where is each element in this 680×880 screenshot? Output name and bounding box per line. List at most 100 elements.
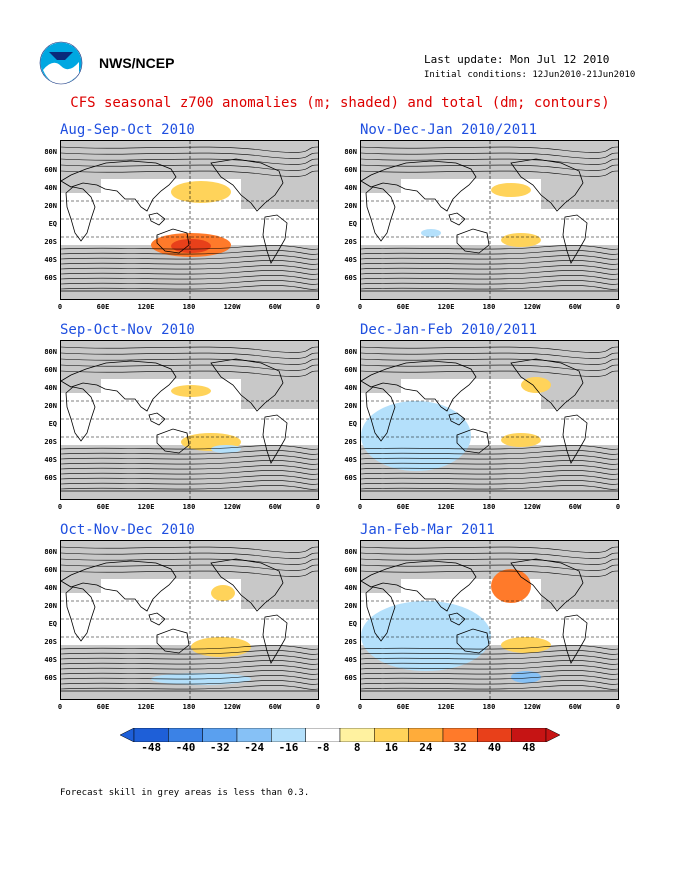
lat-tick-label: EQ [348, 420, 357, 428]
lat-tick-label: 40S [344, 456, 357, 464]
coastline [365, 386, 396, 442]
colorbar-label: 32 [453, 741, 467, 754]
lat-tick-label: 80N [344, 148, 357, 156]
coastline [510, 158, 584, 212]
lat-tick-label: 40N [44, 384, 57, 392]
colorbar-label: -16 [278, 741, 299, 754]
panel-title-4: Dec-Jan-Feb 2010/2011 [360, 322, 538, 338]
height-contour [361, 270, 618, 275]
lat-tick-label: 20S [344, 238, 357, 246]
colorbar-swatch [408, 728, 444, 742]
lon-tick-label: 180 [482, 303, 496, 311]
lon-tick-label: 60W [568, 503, 582, 511]
lon-tick-label: 0 [615, 503, 621, 511]
height-contour [361, 660, 618, 665]
coastline [148, 612, 166, 626]
anomaly-shading [501, 637, 551, 653]
anomaly-shading [521, 377, 551, 393]
height-contour [61, 645, 318, 650]
height-contour [61, 275, 318, 280]
lat-tick-label: 40S [44, 256, 57, 264]
lat-tick-label: 80N [44, 348, 57, 356]
colorbar-swatch [133, 728, 169, 742]
height-contour [361, 450, 618, 455]
lat-tick-label: 20N [344, 602, 357, 610]
coastline [262, 414, 288, 464]
height-contour [61, 270, 318, 275]
coastline [61, 160, 177, 212]
anomaly-shading [421, 229, 441, 237]
low-skill-area [61, 379, 101, 393]
anomaly-shading [361, 601, 491, 671]
lat-tick-label: EQ [48, 220, 57, 228]
coastline [65, 386, 96, 442]
height-contour [61, 152, 318, 159]
lon-tick-label: 60W [268, 503, 282, 511]
map-plot [361, 341, 618, 499]
lon-tick-label: 180 [482, 703, 496, 711]
map-plot [361, 141, 618, 299]
height-contour [61, 650, 318, 655]
height-contour [361, 546, 618, 553]
coastline [61, 560, 177, 612]
coastline [510, 358, 584, 412]
height-contour [361, 352, 618, 359]
lat-tick-label: EQ [48, 420, 57, 428]
height-contour [361, 280, 618, 285]
map-plot [361, 541, 618, 699]
low-skill-area [361, 579, 401, 593]
height-contour [361, 485, 618, 490]
lon-tick-label: 60E [396, 503, 410, 511]
height-contour [361, 146, 618, 153]
lat-tick-label: 60N [44, 166, 57, 174]
height-contour [361, 655, 618, 660]
anomaly-shading [171, 239, 211, 253]
lon-tick-label: 60W [568, 703, 582, 711]
anomaly-shading [191, 637, 251, 657]
height-contour [61, 245, 318, 250]
lon-tick-label: 0 [615, 303, 621, 311]
lon-tick-label: 120W [523, 703, 541, 711]
map-panel-oct-nov-dec [60, 540, 319, 700]
lat-tick-label: 60N [344, 566, 357, 574]
height-contour [361, 275, 618, 280]
height-contour [61, 685, 318, 690]
coastline [456, 428, 490, 454]
colorbar-label: -32 [209, 741, 230, 754]
lat-tick-label: 40N [44, 584, 57, 592]
lon-tick-label: 120W [523, 303, 541, 311]
lon-tick-label: 0 [57, 303, 63, 311]
height-contour [361, 346, 618, 353]
lat-tick-label: 60S [344, 274, 357, 282]
anomaly-shading [491, 183, 531, 197]
lat-tick-label: 60S [44, 474, 57, 482]
low-skill-area [241, 179, 318, 209]
lon-tick-label: 60E [96, 503, 110, 511]
colorbar-label: 40 [487, 741, 502, 754]
low-skill-area [61, 179, 101, 193]
lon-tick-label: 180 [182, 503, 196, 511]
lon-tick-label: 60E [396, 303, 410, 311]
panel-title-3: Sep-Oct-Nov 2010 [60, 322, 195, 338]
low-skill-area [361, 179, 401, 193]
lon-tick-label: 120W [523, 503, 541, 511]
lat-tick-label: 60N [344, 366, 357, 374]
lon-tick-label: 120W [223, 503, 241, 511]
height-contour [361, 552, 618, 559]
lat-tick-label: 40N [344, 384, 357, 392]
height-contour [361, 152, 618, 159]
colorbar-label: 48 [522, 741, 536, 754]
map-panel-jan-feb-mar [360, 540, 619, 700]
lat-tick-label: 40S [44, 656, 57, 664]
height-contour [61, 546, 318, 553]
coastline [510, 558, 584, 612]
anomaly-shading [491, 569, 531, 603]
height-contour [61, 285, 318, 290]
height-contour [361, 164, 618, 171]
lat-tick-label: 40S [344, 656, 357, 664]
height-contour [61, 255, 318, 260]
lat-tick-label: 20N [344, 202, 357, 210]
height-contour [361, 370, 618, 377]
anomaly-shading [501, 233, 541, 247]
colorbar-label: 24 [419, 741, 433, 754]
